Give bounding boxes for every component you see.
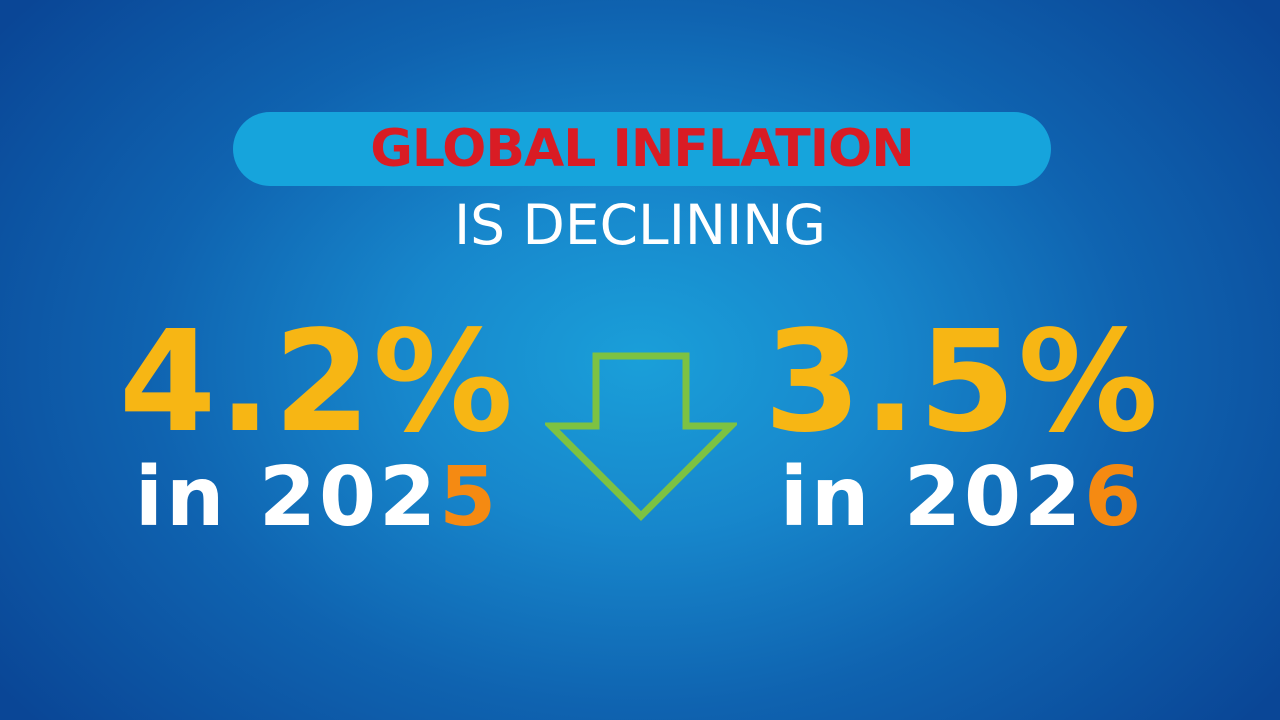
down-arrow-icon [545, 352, 737, 521]
headline-banner: GLOBAL INFLATION [233, 112, 1051, 186]
inflation-value-2025: 4.2% [118, 301, 516, 464]
year-last-digit: 6 [1084, 450, 1145, 545]
year-label-2025: in 2025 [97, 448, 537, 548]
year-prefix: in 202 [134, 450, 440, 545]
year-prefix: in 202 [779, 450, 1085, 545]
stat-2026: 3.5% in 2026 [742, 301, 1182, 548]
year-last-digit: 5 [439, 450, 500, 545]
inflation-value-2026: 3.5% [763, 301, 1161, 464]
year-label-2026: in 2026 [742, 448, 1182, 548]
subheadline-text: IS DECLINING [453, 193, 827, 257]
stat-2025: 4.2% in 2025 [97, 301, 537, 548]
headline-text: GLOBAL INFLATION [370, 119, 915, 179]
